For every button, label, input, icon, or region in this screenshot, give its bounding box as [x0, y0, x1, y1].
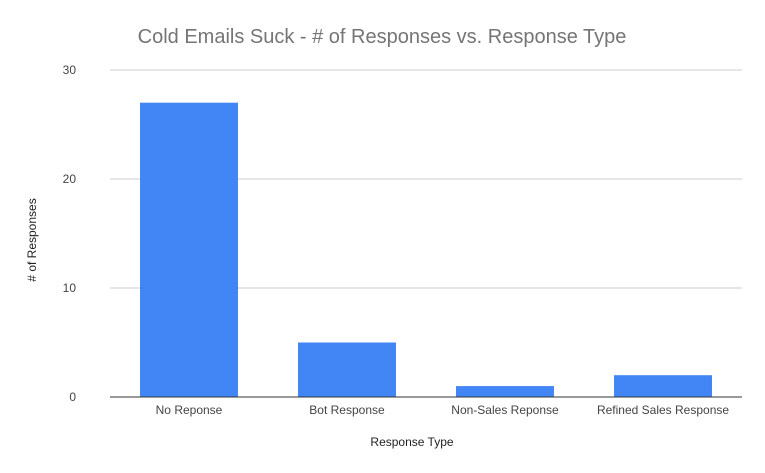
y-tick-label: 20	[63, 172, 77, 186]
y-axis-label: # of Responses	[25, 198, 39, 281]
bars	[140, 102, 712, 397]
x-axis-ticks: No Reponse Bot Response Non-Sales Reponse R…	[156, 403, 730, 417]
bar	[614, 375, 712, 397]
x-tick-label: Refined Sales Response	[597, 403, 729, 417]
bar	[456, 386, 554, 397]
x-axis-label: Response Type	[370, 435, 453, 449]
chart-title: Cold Emails Suck - # of Responses vs. Re…	[138, 26, 627, 48]
bar	[140, 102, 238, 397]
y-tick-label: 30	[63, 63, 77, 77]
x-tick-label: No Reponse	[156, 403, 223, 417]
x-tick-label: Bot Response	[309, 403, 385, 417]
y-tick-label: 10	[63, 281, 77, 295]
bar	[298, 342, 396, 397]
x-tick-label: Non-Sales Reponse	[451, 403, 559, 417]
y-axis-ticks: 0 10 20 30	[63, 63, 77, 404]
y-tick-label: 0	[69, 390, 76, 404]
